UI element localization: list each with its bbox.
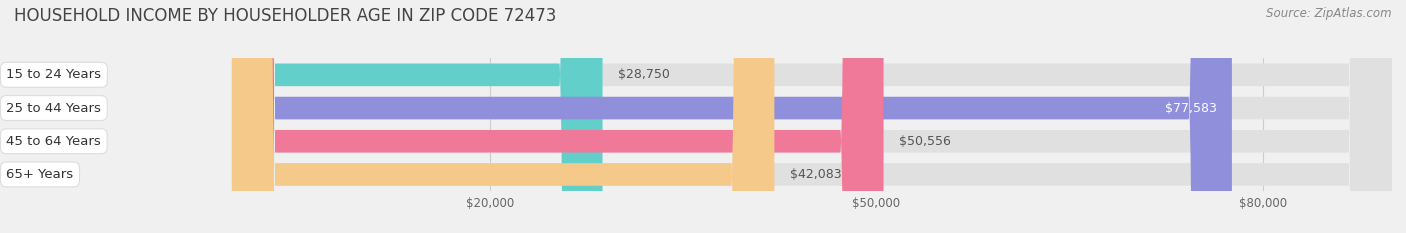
Text: $77,583: $77,583 [1164, 102, 1216, 115]
FancyBboxPatch shape [232, 0, 883, 233]
Text: $50,556: $50,556 [898, 135, 950, 148]
FancyBboxPatch shape [232, 0, 775, 233]
Text: 65+ Years: 65+ Years [7, 168, 73, 181]
FancyBboxPatch shape [232, 0, 1392, 233]
Text: 25 to 44 Years: 25 to 44 Years [7, 102, 101, 115]
FancyBboxPatch shape [232, 0, 1232, 233]
Text: 15 to 24 Years: 15 to 24 Years [7, 68, 101, 81]
Text: HOUSEHOLD INCOME BY HOUSEHOLDER AGE IN ZIP CODE 72473: HOUSEHOLD INCOME BY HOUSEHOLDER AGE IN Z… [14, 7, 557, 25]
FancyBboxPatch shape [232, 0, 603, 233]
Text: Source: ZipAtlas.com: Source: ZipAtlas.com [1267, 7, 1392, 20]
Text: 45 to 64 Years: 45 to 64 Years [7, 135, 101, 148]
FancyBboxPatch shape [232, 0, 1392, 233]
Text: $28,750: $28,750 [619, 68, 669, 81]
FancyBboxPatch shape [232, 0, 1392, 233]
FancyBboxPatch shape [232, 0, 1392, 233]
Text: $42,083: $42,083 [790, 168, 841, 181]
